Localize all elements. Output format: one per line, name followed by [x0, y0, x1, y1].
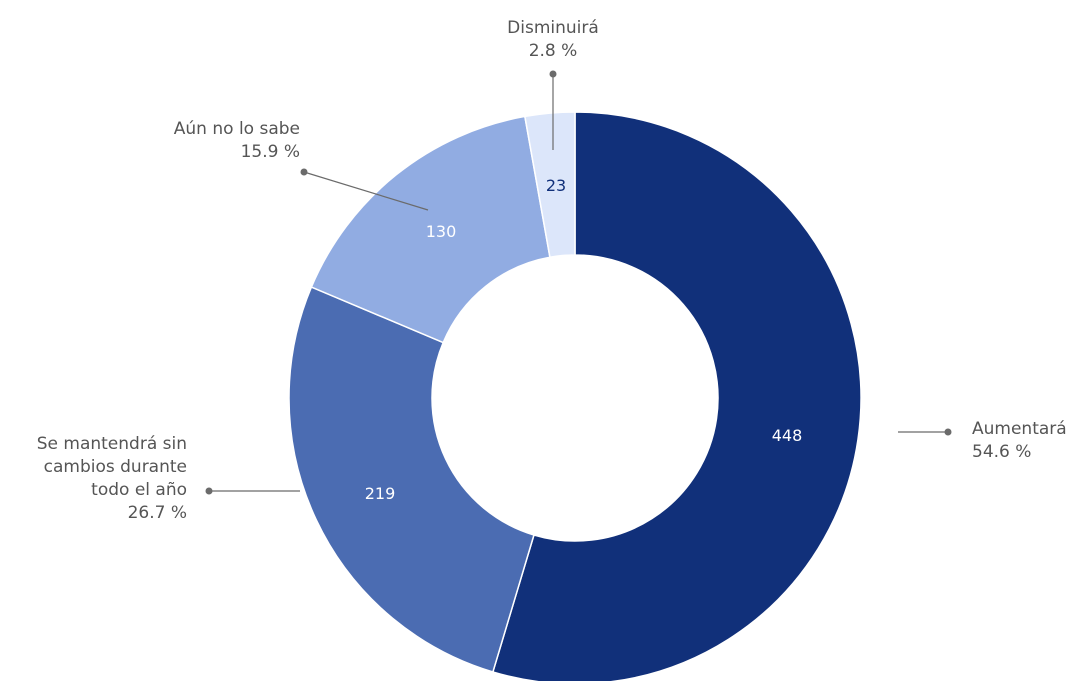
leader-dot-aumentara — [944, 428, 952, 436]
slice-disminuira — [523, 111, 576, 259]
category-label-se-mantendra-sin-cambios-durante-todo-el-ano: Se mantendrá sin cambios durante todo el a… — [37, 434, 187, 523]
leader-line-aun-no-lo-sabe — [303, 171, 429, 211]
value-label-aumentara: 448 — [772, 426, 803, 445]
value-label-se-mantendra-sin-cambios-durante-todo-el-ano: 219 — [365, 484, 396, 503]
value-label-disminuira: 23 — [546, 176, 566, 195]
category-label-aun-no-lo-sabe: Aún no lo sabe 15.9 % — [174, 119, 300, 162]
leader-dot-disminuira — [549, 70, 557, 78]
leader-dot-aun-no-lo-sabe — [300, 168, 308, 176]
leader-dot-se-mantendra-sin-cambios-durante-todo-el-ano — [205, 487, 213, 495]
category-label-disminuira: Disminuirá 2.8 % — [507, 18, 599, 61]
value-label-aun-no-lo-sabe: 130 — [426, 222, 457, 241]
slice-aun-no-lo-sabe — [310, 115, 551, 344]
slice-se-mantendra-sin-cambios-durante-todo-el-ano — [288, 286, 535, 673]
slice-aumentara — [491, 111, 862, 681]
category-label-aumentara: Aumentará 54.6 % — [972, 419, 1067, 462]
